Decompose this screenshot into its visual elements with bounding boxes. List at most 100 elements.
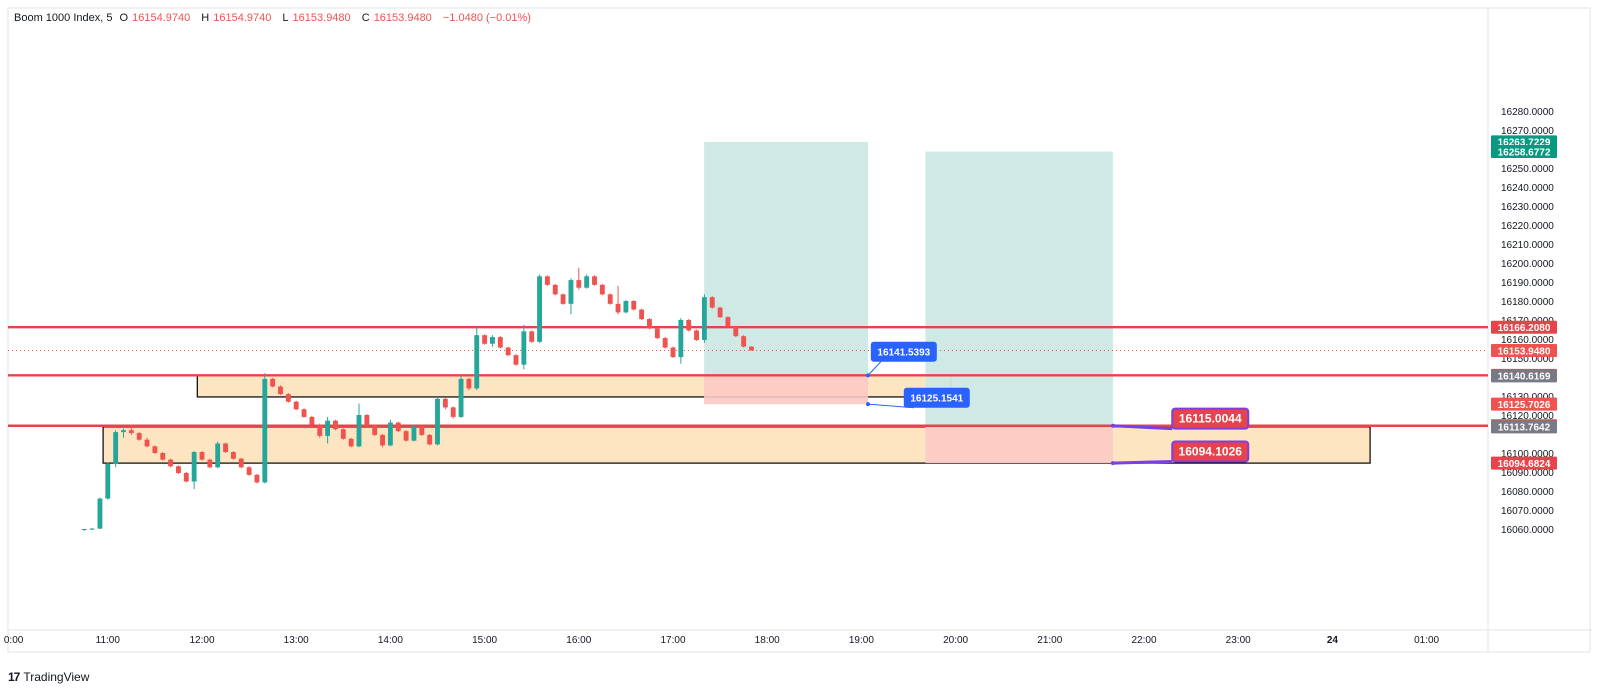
candle[interactable] <box>686 320 692 331</box>
candle[interactable] <box>662 338 668 348</box>
tradingview-brand[interactable]: 17 TradingView <box>8 670 89 684</box>
candle[interactable] <box>497 337 503 348</box>
candle[interactable] <box>215 443 221 468</box>
candle[interactable] <box>97 498 103 529</box>
candle[interactable] <box>309 416 315 425</box>
candle[interactable] <box>128 430 134 434</box>
candle[interactable] <box>176 466 181 473</box>
callout-16141-box[interactable] <box>870 341 937 362</box>
candle[interactable] <box>364 415 370 426</box>
candle[interactable] <box>380 434 385 446</box>
candle[interactable] <box>639 309 645 320</box>
candle[interactable] <box>262 378 268 483</box>
position-2-target-area[interactable] <box>925 151 1113 426</box>
candle[interactable] <box>356 415 362 447</box>
candle[interactable] <box>325 420 331 436</box>
candle[interactable] <box>317 424 323 436</box>
candle[interactable] <box>207 459 213 468</box>
candle[interactable] <box>607 294 613 304</box>
candle[interactable] <box>121 430 126 433</box>
candle[interactable] <box>490 337 495 344</box>
candle[interactable] <box>113 432 119 464</box>
candle[interactable] <box>183 472 189 482</box>
candle[interactable] <box>458 378 464 417</box>
candle[interactable] <box>246 467 252 475</box>
candle[interactable] <box>89 528 95 530</box>
candle[interactable] <box>223 443 228 453</box>
candle[interactable] <box>717 307 723 318</box>
candle[interactable] <box>631 301 637 310</box>
candle[interactable] <box>725 317 731 327</box>
candle[interactable] <box>285 394 291 402</box>
candle[interactable] <box>238 458 244 468</box>
candle[interactable] <box>694 330 699 340</box>
candle[interactable] <box>733 326 739 337</box>
candle[interactable] <box>599 284 605 295</box>
candle[interactable] <box>168 459 174 467</box>
candle[interactable] <box>340 429 346 439</box>
candle[interactable] <box>521 331 527 365</box>
candle[interactable] <box>372 425 378 435</box>
candle[interactable] <box>529 331 535 342</box>
candle[interactable] <box>278 386 283 395</box>
candle[interactable] <box>136 433 142 440</box>
candle[interactable] <box>670 347 676 358</box>
candle[interactable] <box>395 422 401 432</box>
candle[interactable] <box>537 276 542 342</box>
candle[interactable] <box>544 276 550 285</box>
candle[interactable] <box>230 452 236 459</box>
position-2-stop-area[interactable] <box>925 425 1113 464</box>
candle[interactable] <box>505 347 511 356</box>
candle[interactable] <box>81 529 87 530</box>
candle[interactable] <box>450 407 456 417</box>
candle[interactable] <box>160 453 166 460</box>
symbol-title[interactable]: Boom 1000 Index, 5 <box>14 12 113 24</box>
candle[interactable] <box>615 303 621 313</box>
candle[interactable] <box>647 319 652 329</box>
candle[interactable] <box>427 434 433 445</box>
candle[interactable] <box>560 294 566 304</box>
candle[interactable] <box>348 438 354 447</box>
candle[interactable] <box>592 276 597 285</box>
candle[interactable] <box>270 378 276 387</box>
candle[interactable] <box>254 474 260 483</box>
candle[interactable] <box>191 452 197 482</box>
candle[interactable] <box>474 335 480 389</box>
candle[interactable] <box>623 301 629 313</box>
candle[interactable] <box>584 276 590 288</box>
candle[interactable] <box>576 280 582 288</box>
candle[interactable] <box>419 426 425 435</box>
candle[interactable] <box>403 431 409 441</box>
candle[interactable] <box>513 355 519 365</box>
candle[interactable] <box>482 335 488 344</box>
candle[interactable] <box>552 284 558 295</box>
candle[interactable] <box>568 280 574 304</box>
position-1-target-area[interactable] <box>704 141 868 376</box>
candle[interactable] <box>741 336 747 347</box>
position-1-stop-area[interactable] <box>704 375 868 405</box>
candle[interactable] <box>293 401 299 410</box>
candle[interactable] <box>678 320 684 358</box>
candle[interactable] <box>152 446 158 453</box>
callout-16125-box[interactable] <box>903 387 970 408</box>
candle[interactable] <box>387 422 393 446</box>
tradingview-logo-icon: 17 <box>8 670 20 684</box>
candle[interactable] <box>466 378 472 389</box>
candle[interactable] <box>144 439 150 447</box>
candle[interactable] <box>411 426 417 441</box>
candle[interactable] <box>654 328 660 339</box>
candle[interactable] <box>301 409 307 417</box>
candle[interactable] <box>709 297 715 308</box>
callout-16094-box[interactable] <box>1171 440 1250 463</box>
candle[interactable] <box>749 346 754 351</box>
candle[interactable] <box>442 398 448 408</box>
candle[interactable] <box>199 452 205 460</box>
callout-16115-box[interactable] <box>1171 407 1250 430</box>
candle[interactable] <box>105 463 111 499</box>
candle[interactable] <box>435 398 440 445</box>
candle[interactable] <box>701 297 707 340</box>
candle[interactable] <box>333 420 338 430</box>
price-tag <box>1491 369 1557 383</box>
